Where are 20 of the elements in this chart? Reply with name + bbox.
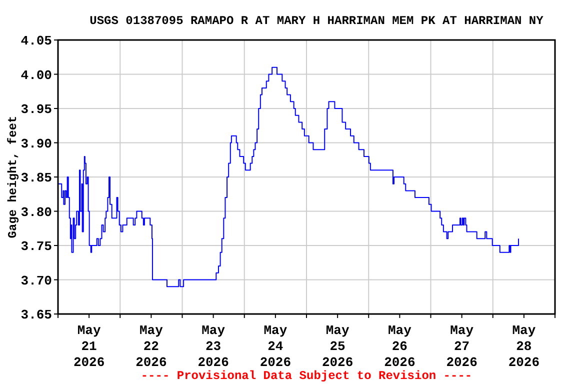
chart-title: USGS 01387095 RAMAPO R AT MARY H HARRIMAN MEM PK AT HARRIMAN NY — [90, 14, 544, 28]
x-tick-label: May 26 2026 — [384, 323, 416, 370]
y-tick-label: 3.70 — [20, 273, 52, 288]
x-tick-label: May 22 2026 — [136, 323, 167, 370]
y-tick-label: 4.00 — [20, 68, 52, 83]
x-tick-label: May 21 2026 — [73, 323, 105, 370]
y-tick-label: 3.65 — [20, 308, 52, 323]
x-tick-label: May 27 2026 — [446, 323, 478, 370]
x-tick-label: May 23 2026 — [198, 323, 230, 370]
y-axis-title: Gage height, feet — [6, 116, 20, 238]
y-tick-label: 3.95 — [20, 102, 52, 118]
x-tick-label: May 24 2026 — [260, 323, 292, 370]
text: ---- Provisional Data Subject to Revision ---- — [140, 369, 472, 383]
x-tick-label: May 28 2026 — [508, 323, 540, 370]
y-tick-label: 4.05 — [20, 34, 52, 49]
y-tick-label: 3.80 — [20, 204, 52, 220]
y-tick-label: 3.75 — [20, 239, 52, 254]
x-tick-label: May 25 2026 — [322, 323, 354, 370]
y-tick-label: 3.85 — [20, 170, 52, 186]
y-tick-label: 3.90 — [20, 136, 52, 152]
